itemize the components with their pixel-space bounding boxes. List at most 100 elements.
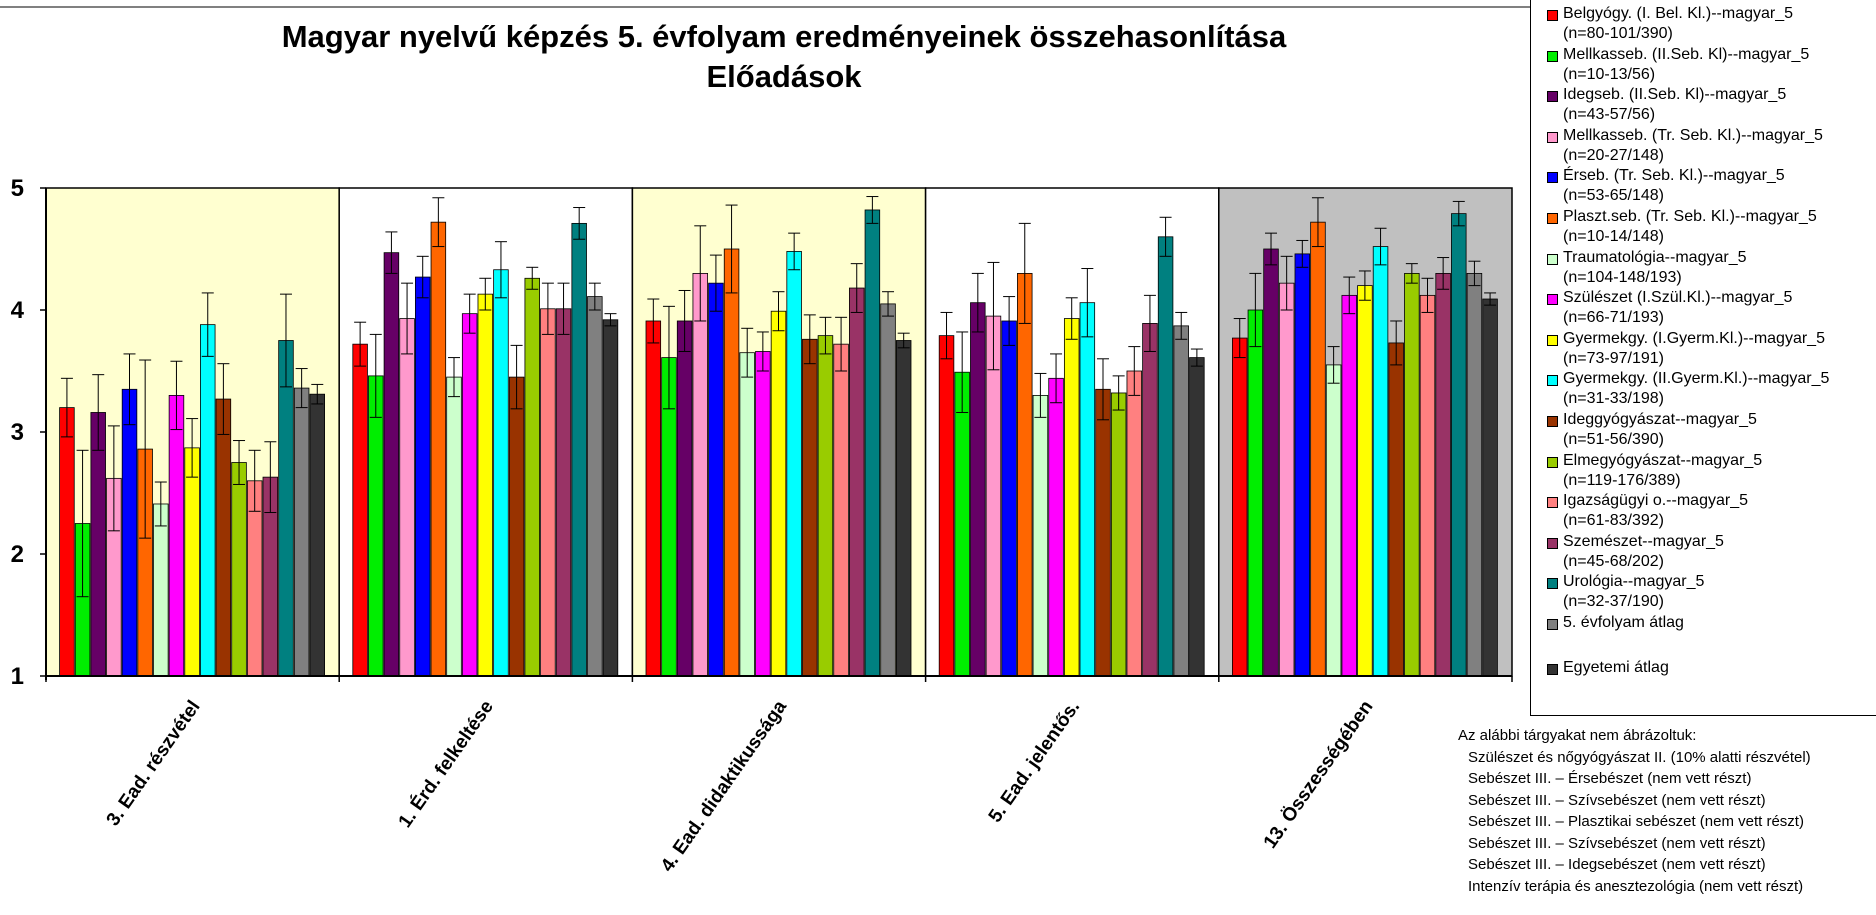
bar — [755, 351, 771, 677]
note-line: Sebészet III. – Szívsebészet (nem vett r… — [1468, 834, 1766, 852]
bar — [1173, 325, 1189, 677]
bar — [1157, 236, 1174, 677]
y-tick-label: 4 — [11, 297, 25, 324]
bar — [1466, 272, 1483, 677]
y-tick-label: 3 — [11, 419, 24, 446]
bar — [524, 277, 540, 677]
bar — [1357, 285, 1373, 677]
bar — [1451, 213, 1467, 677]
legend-swatch — [1547, 663, 1558, 675]
bar — [880, 303, 896, 677]
bar — [1079, 302, 1096, 677]
bar — [1232, 337, 1248, 677]
note-line: Sebészet III. – Érsebészet (nem vett rés… — [1468, 770, 1752, 787]
chart-title: Magyar nyelvű képzés 5. évfolyam eredmén… — [282, 19, 1287, 54]
legend-label: Idegseb. (II.Seb. Kl)--magyar_5 — [1563, 86, 1787, 104]
legend-swatch — [1547, 253, 1558, 265]
bar — [1032, 394, 1049, 677]
legend-label: Traumatológia--magyar_5 — [1563, 248, 1747, 266]
bar — [1435, 272, 1451, 677]
bar — [1247, 309, 1264, 677]
legend-label: Szülészet (I.Szül.Kl.)--magyar_5 — [1563, 289, 1793, 307]
legend-swatch — [1547, 497, 1558, 509]
chart-subtitle: Előadások — [706, 59, 862, 94]
bar — [430, 221, 447, 677]
bar — [602, 319, 619, 677]
legend-swatch — [1547, 91, 1558, 103]
bar — [293, 387, 310, 677]
legend-sample-size: (n=104-148/193) — [1563, 268, 1682, 286]
bar — [215, 398, 232, 677]
legend-label: Gyermekgy. (I.Gyerm.Kl.)--magyar_5 — [1563, 329, 1825, 347]
bar — [309, 393, 326, 677]
bar — [817, 335, 834, 677]
legend-swatch — [1547, 213, 1558, 224]
bar — [1189, 357, 1205, 677]
note-line: Sebészet III. – Szívsebészet (nem vett r… — [1468, 791, 1766, 809]
bar — [1341, 294, 1357, 677]
notes-lines: Szülészet és nőgyógyászat II. (10% alatt… — [1458, 747, 1811, 898]
legend-label: Egyetemi átlag — [1563, 658, 1669, 676]
legend-sample-size: (n=45-68/202) — [1563, 552, 1664, 570]
x-tick-label: 5. Ead. jelentős. — [985, 697, 1085, 827]
bar — [184, 447, 200, 677]
legend-label: Mellkasseb. (Tr. Seb. Kl.)--magyar_5 — [1563, 126, 1823, 144]
bar — [954, 371, 970, 677]
bar — [833, 343, 849, 677]
legend-sample-size: (n=53-65/148) — [1563, 187, 1664, 205]
bar — [1048, 377, 1064, 677]
bar — [770, 310, 787, 677]
bar — [1388, 342, 1404, 677]
bar — [383, 252, 400, 677]
bar — [1126, 370, 1143, 677]
bar — [461, 313, 478, 677]
bar — [1017, 272, 1033, 677]
bar — [1095, 388, 1111, 677]
bar — [786, 251, 802, 677]
bar — [493, 269, 509, 677]
bar — [676, 320, 693, 677]
bar — [723, 248, 740, 677]
legend-label: Igazságügyi o.--magyar_5 — [1563, 492, 1748, 510]
bar — [739, 352, 755, 677]
bar — [446, 376, 462, 677]
bar — [540, 308, 556, 677]
notes-box: Az alábbi tárgyakat nem ábrázoltuk: Szül… — [1458, 725, 1811, 897]
x-tick-label: 3. Ead. részvétel — [103, 697, 205, 830]
y-tick-label: 5 — [11, 175, 24, 202]
bar — [59, 407, 75, 677]
legend-sample-size: (n=31-33/198) — [1563, 390, 1664, 408]
bar — [477, 293, 494, 677]
bar — [587, 296, 603, 677]
bar — [1278, 282, 1295, 677]
bar — [692, 272, 708, 677]
bar — [1001, 320, 1017, 677]
bar — [1110, 392, 1127, 677]
legend-swatch — [1547, 334, 1558, 346]
bar — [1372, 246, 1389, 677]
plot-axes — [40, 187, 1513, 682]
bar — [571, 222, 587, 677]
x-tick-label: 4. Ead. didaktikussága — [657, 696, 791, 875]
y-tick-label: 1 — [11, 663, 24, 690]
bar — [802, 338, 818, 677]
bar — [508, 376, 525, 677]
legend-swatch — [1547, 131, 1558, 143]
legend-label: Belgyógy. (I. Bel. Kl.)--magyar_5 — [1563, 5, 1794, 22]
plot-bars — [59, 196, 1498, 677]
bar — [1419, 294, 1436, 677]
bar — [168, 394, 185, 677]
legend-sample-size: (n=43-57/56) — [1563, 106, 1656, 124]
legend-label: Urológia--magyar_5 — [1563, 573, 1705, 591]
legend-swatch — [1547, 537, 1558, 549]
bar — [645, 320, 662, 677]
note-line: Szülészet és nőgyógyászat II. (10% alatt… — [1468, 748, 1811, 766]
bar — [90, 412, 106, 677]
legend-label: Plaszt.seb. (Tr. Seb. Kl.)--magyar_5 — [1563, 208, 1817, 225]
notes-heading: Az alábbi tárgyakat nem ábrázoltuk: — [1458, 727, 1697, 744]
bar — [1482, 298, 1498, 677]
legend-sample-size: (n=10-14/148) — [1563, 228, 1664, 245]
legend-sample-size: (n=119-176/389) — [1563, 471, 1681, 489]
